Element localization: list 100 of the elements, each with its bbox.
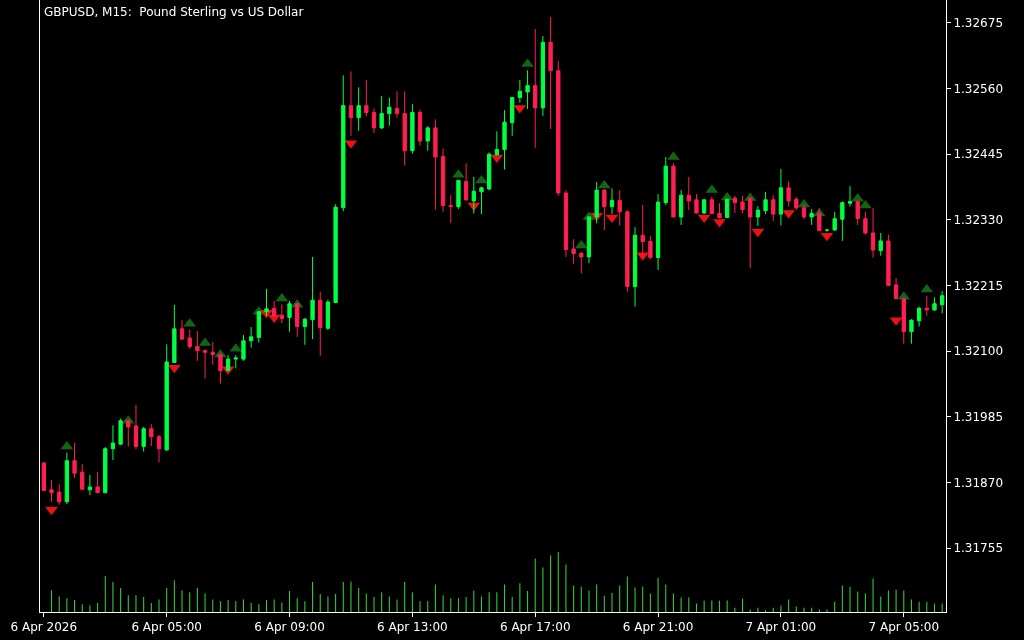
candlestick — [433, 118, 438, 211]
candlestick — [325, 299, 331, 331]
candlestick — [356, 86, 361, 132]
candlestick — [732, 195, 738, 214]
y-tick-label: 1.32215 — [953, 278, 1004, 293]
candlestick — [156, 434, 162, 463]
candlestick — [778, 168, 784, 226]
candlestick — [49, 479, 54, 503]
candlestick — [87, 474, 93, 496]
candlestick — [939, 290, 945, 314]
x-tick-label: 6 Apr 2026 — [10, 620, 78, 635]
candlestick — [609, 187, 615, 215]
candlestick — [448, 194, 453, 224]
candlestick — [333, 203, 338, 304]
candlestick — [394, 90, 400, 119]
candlestick — [387, 97, 392, 127]
candlestick — [425, 125, 430, 152]
candlestick — [379, 95, 384, 130]
candlestick — [103, 446, 108, 494]
candlestick — [479, 186, 484, 215]
candlestick — [494, 130, 500, 156]
candlestick — [686, 176, 691, 211]
candlestick — [233, 354, 238, 369]
x-tick-label: 7 Apr 05:00 — [868, 620, 940, 635]
candlestick — [471, 176, 476, 215]
candlestick — [640, 204, 645, 258]
candlestick — [909, 318, 914, 345]
candlestick — [932, 296, 937, 312]
candlestick — [133, 404, 139, 450]
y-tick-label: 1.32330 — [953, 212, 1004, 227]
candlestick — [264, 288, 269, 317]
candlestick — [916, 306, 922, 328]
candlestick — [364, 79, 369, 117]
candlestick — [287, 300, 292, 333]
candlestick — [924, 295, 929, 317]
x-tick-label: 6 Apr 09:00 — [254, 620, 325, 635]
y-tick-label: 1.32445 — [953, 147, 1004, 162]
candlestick — [648, 235, 653, 260]
candlestick — [540, 35, 546, 117]
candlestick — [256, 310, 261, 344]
candlestick — [863, 211, 868, 236]
candlestick — [64, 452, 70, 505]
candlestick — [95, 471, 100, 494]
candlestick — [847, 185, 853, 208]
y-tick-label: 1.32675 — [953, 16, 1004, 31]
candlestick — [579, 251, 584, 274]
candlestick — [248, 326, 254, 349]
candlestick — [671, 162, 676, 219]
candlestick — [41, 461, 47, 492]
candlestick — [463, 162, 469, 202]
candlestick — [510, 97, 515, 137]
candlestick — [402, 90, 407, 167]
candlestick — [502, 109, 507, 171]
candlestick — [893, 277, 899, 300]
candlestick — [886, 234, 891, 287]
candlestick — [625, 209, 630, 293]
candlestick — [179, 319, 185, 341]
candlestick — [763, 191, 768, 215]
candlestick — [901, 297, 906, 345]
candlestick — [794, 196, 799, 211]
candlestick — [241, 334, 246, 362]
candlestick — [748, 197, 753, 269]
candlestick — [272, 300, 277, 318]
candlestick — [663, 156, 668, 206]
candlestick — [586, 215, 592, 264]
candlestick — [840, 201, 845, 242]
y-tick-label: 1.31985 — [953, 409, 1004, 424]
candlestick — [80, 463, 85, 491]
x-tick-label: 6 Apr 17:00 — [499, 620, 571, 635]
candlestick — [164, 343, 169, 452]
candlestick — [149, 423, 154, 447]
candlestick — [440, 147, 446, 213]
candlestick — [740, 195, 745, 214]
candlestick — [295, 302, 300, 338]
candlestick — [594, 181, 599, 224]
candlestick — [279, 303, 285, 324]
candlestick — [801, 203, 807, 220]
x-tick-label: 6 Apr 05:00 — [131, 620, 202, 635]
candlestick — [57, 483, 62, 506]
candlestick — [72, 442, 77, 479]
candlestick — [218, 352, 223, 385]
candlestick — [202, 348, 208, 379]
candlestick — [310, 256, 315, 340]
y-tick-label: 1.31870 — [953, 475, 1004, 490]
candlestick — [571, 238, 576, 265]
candlestick — [348, 70, 354, 137]
candlestick — [771, 194, 776, 222]
candlestick — [118, 417, 123, 446]
candlestick — [655, 193, 661, 271]
candlestick — [709, 196, 714, 215]
candlestick — [556, 60, 561, 197]
candlestick — [755, 205, 761, 227]
candlestick — [694, 193, 699, 215]
candlestick — [878, 232, 883, 257]
candlestick — [110, 424, 116, 461]
candlestick — [563, 189, 569, 258]
candlestick — [456, 179, 461, 210]
candlestick — [410, 103, 415, 155]
candlestick — [701, 198, 707, 215]
candlestick — [486, 151, 492, 191]
